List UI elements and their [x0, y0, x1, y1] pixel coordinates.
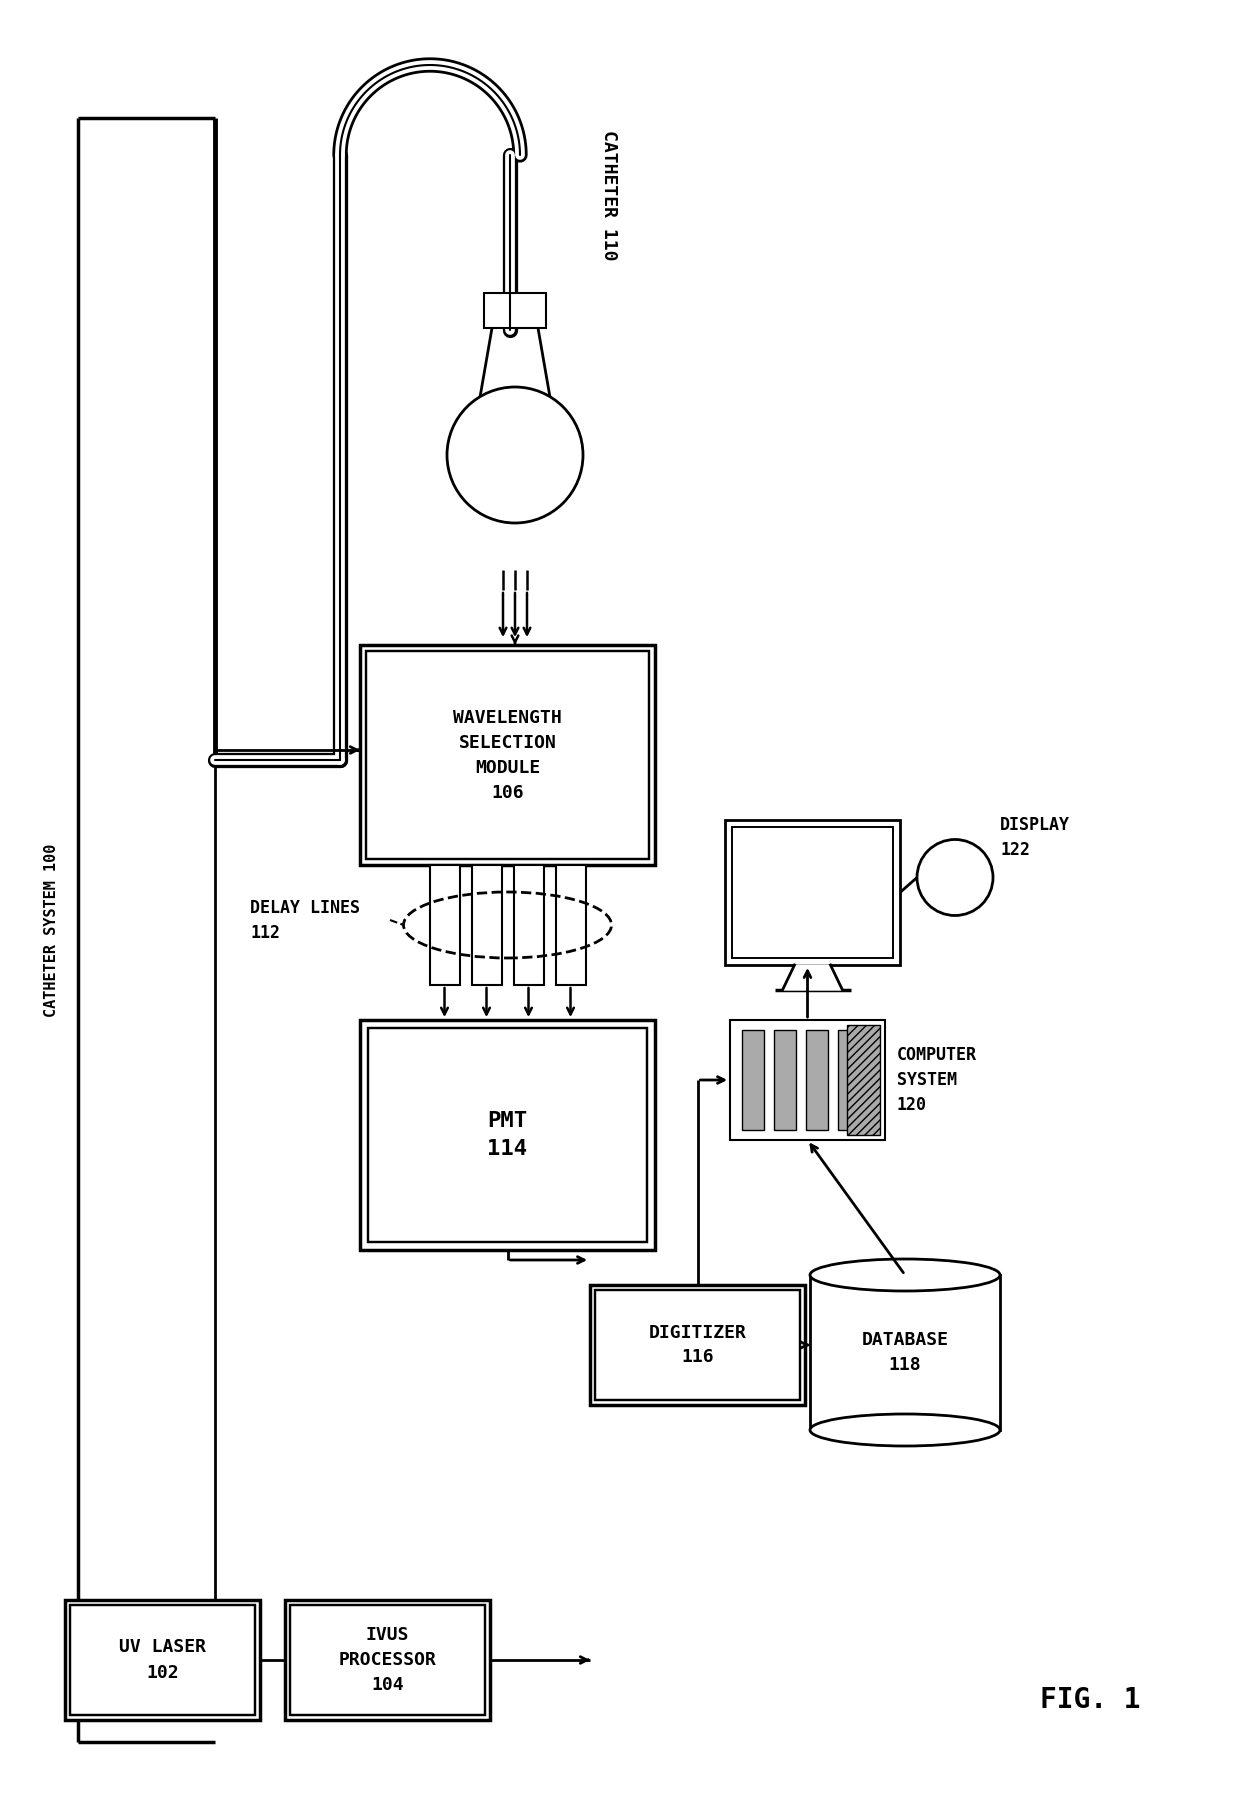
Text: WAVELENGTH
SELECTION
MODULE
106: WAVELENGTH SELECTION MODULE 106 — [453, 708, 562, 802]
Text: CATHETER SYSTEM 100: CATHETER SYSTEM 100 — [45, 844, 60, 1017]
Bar — [590, 1285, 805, 1406]
Text: PMT
114: PMT 114 — [487, 1111, 527, 1158]
Bar — [732, 828, 893, 958]
Text: DELAY LINES
112: DELAY LINES 112 — [250, 898, 360, 941]
Text: DIGITIZER
116: DIGITIZER 116 — [649, 1323, 746, 1366]
Bar — [360, 1019, 655, 1250]
Text: COMPUTER
SYSTEM
120: COMPUTER SYSTEM 120 — [897, 1046, 977, 1113]
Circle shape — [446, 387, 583, 522]
Bar — [290, 1605, 485, 1715]
Bar — [774, 1030, 796, 1129]
Bar — [742, 1030, 764, 1129]
Bar — [471, 866, 501, 985]
Bar — [366, 651, 649, 858]
Ellipse shape — [810, 1259, 999, 1290]
Bar — [64, 1599, 260, 1720]
Bar — [285, 1599, 490, 1720]
Text: DATABASE
118: DATABASE 118 — [862, 1332, 949, 1373]
Bar — [429, 866, 460, 985]
Text: CATHETER 110: CATHETER 110 — [600, 130, 618, 260]
Bar — [595, 1290, 800, 1400]
Bar — [838, 1030, 861, 1129]
Polygon shape — [782, 965, 842, 990]
Text: FIG. 1: FIG. 1 — [1040, 1686, 1141, 1715]
Bar — [556, 866, 585, 985]
Bar — [513, 866, 543, 985]
Bar — [725, 820, 900, 965]
Text: DISPLAY
122: DISPLAY 122 — [999, 817, 1070, 858]
Text: IVUS
PROCESSOR
104: IVUS PROCESSOR 104 — [339, 1626, 436, 1693]
Bar — [360, 645, 655, 866]
Bar — [806, 1030, 828, 1129]
Ellipse shape — [810, 1415, 999, 1446]
Bar — [730, 1019, 885, 1140]
Bar — [810, 1276, 999, 1429]
Text: UV LASER
102: UV LASER 102 — [119, 1639, 206, 1682]
Bar — [847, 1025, 880, 1135]
Bar — [484, 293, 546, 329]
Bar — [368, 1028, 647, 1241]
Bar — [69, 1605, 255, 1715]
